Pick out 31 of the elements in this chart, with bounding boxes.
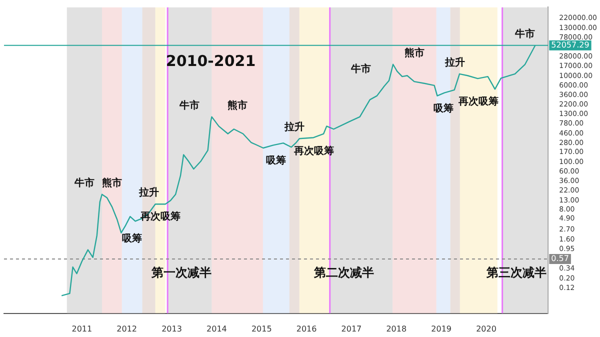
band-label: 熊市 xyxy=(404,46,424,59)
x-tick-label: 2015 xyxy=(251,324,272,334)
x-tick-label: 2019 xyxy=(431,324,452,334)
band-label: 吸筹 xyxy=(122,232,142,245)
x-tick-label: 2012 xyxy=(116,324,138,334)
band-label: 吸筹 xyxy=(433,102,454,114)
x-tick-label: 2017 xyxy=(341,324,362,334)
band-label: 再次吸筹 xyxy=(458,96,499,108)
band-label: 牛市 xyxy=(514,28,536,40)
ref-line-label: 第一次减半 xyxy=(150,266,212,280)
ref-line-label: 第三次减半 xyxy=(485,266,546,280)
band-label: 牛市 xyxy=(350,63,372,76)
ref-line-label: 52057.29 xyxy=(551,40,590,50)
ref-line-label: 第二次减半 xyxy=(312,266,374,280)
band-label: 拉升 xyxy=(444,56,466,68)
x-tick-label: 2013 xyxy=(162,324,182,334)
ref-line-label: 0.57 xyxy=(551,254,569,264)
band-label: 再次吸筹 xyxy=(293,145,334,158)
band-label: 牛市 xyxy=(178,99,200,112)
text: 2010-2021 xyxy=(166,52,256,70)
x-tick-label: 2014 xyxy=(206,324,227,334)
band-label: 拉升 xyxy=(283,121,304,134)
x-tick-label: 2020 xyxy=(476,324,496,334)
band-label: 吸筹 xyxy=(266,154,286,167)
x-tick-label: 2018 xyxy=(386,324,407,334)
band-label: 熊市 xyxy=(227,99,248,112)
band-label: 牛市 xyxy=(73,176,94,189)
x-tick-label: 2016 xyxy=(296,324,317,334)
x-tick-label: 2011 xyxy=(72,324,92,334)
band-label: 熊市 xyxy=(102,176,122,189)
band-label: 拉升 xyxy=(138,186,159,199)
